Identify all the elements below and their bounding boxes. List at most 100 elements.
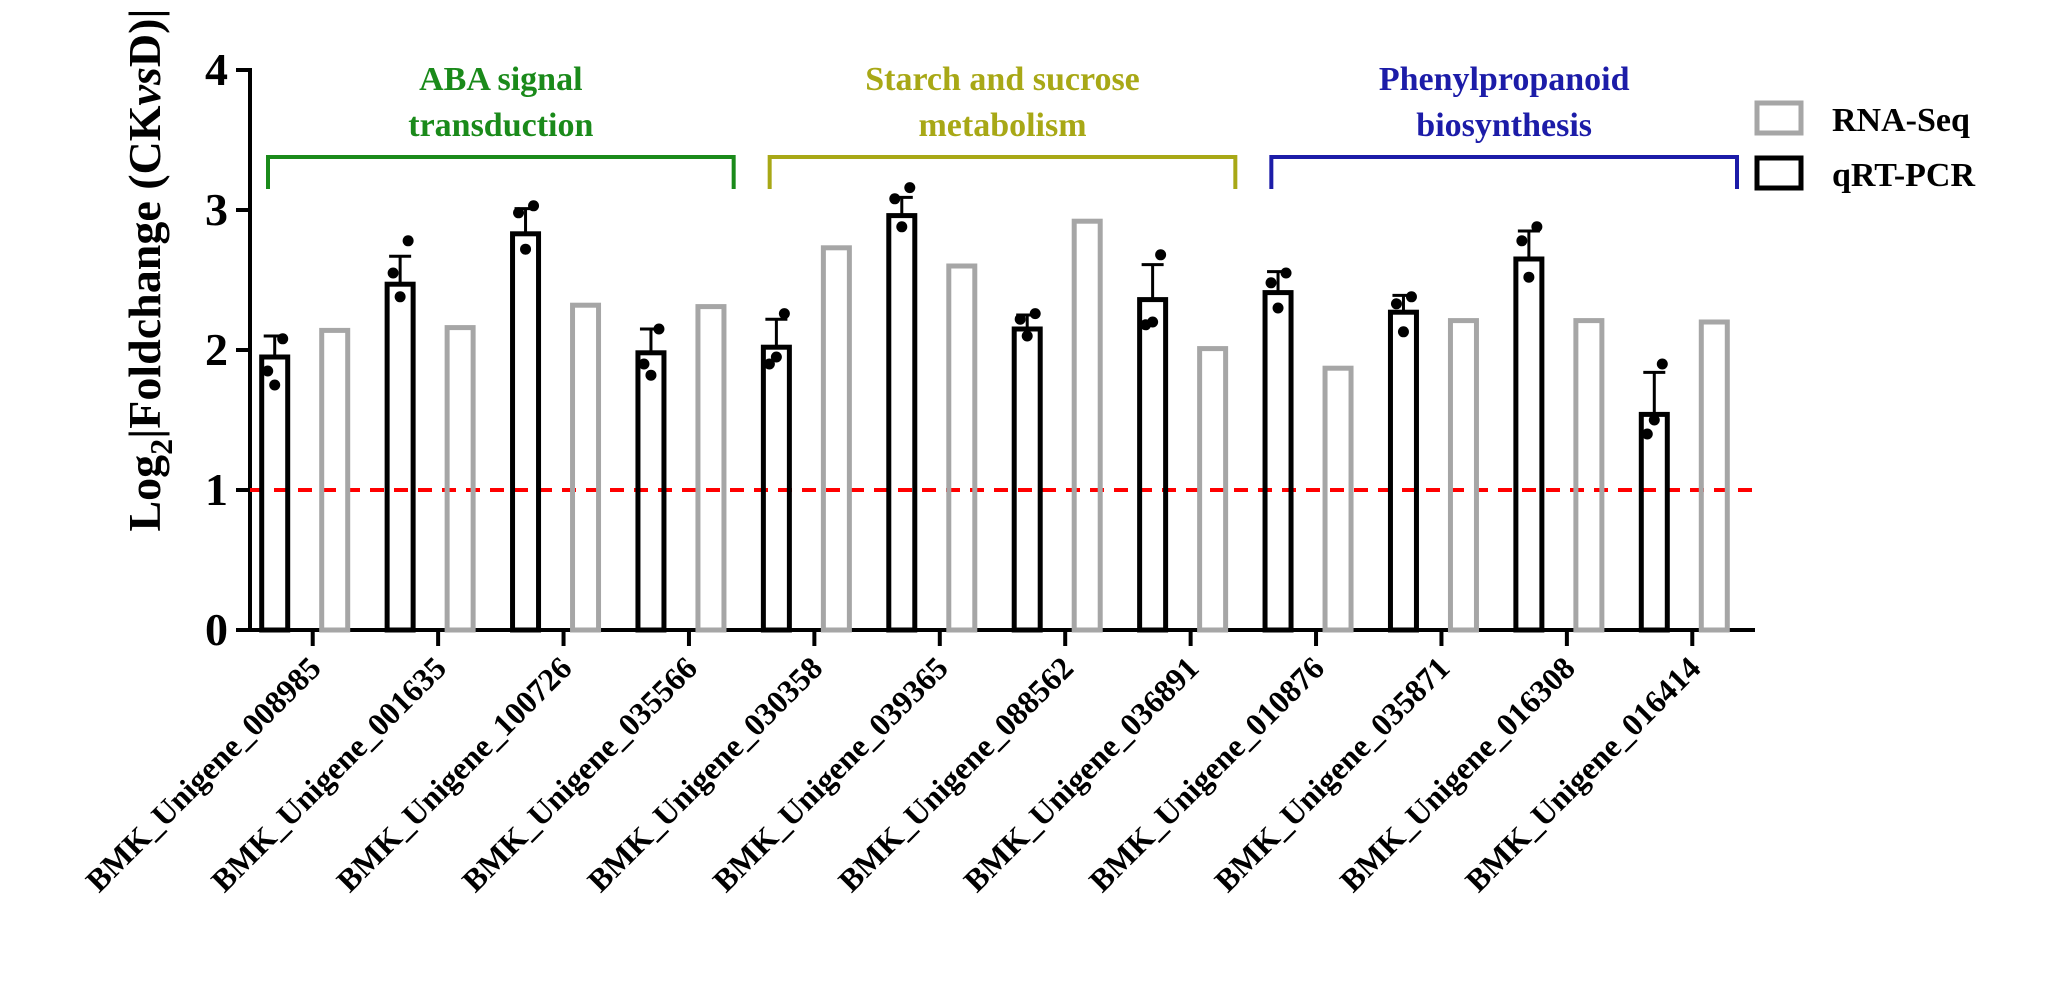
replicate-point <box>1265 277 1277 289</box>
legend-swatch <box>1754 155 1804 191</box>
qrt-pcr-bar <box>1513 256 1545 633</box>
replicate-point <box>1656 358 1668 370</box>
rna-seq-bar <box>820 245 852 633</box>
svg-text:Log2|Foldchange (CKvsD)|: Log2|Foldchange (CKvsD)| <box>119 8 179 531</box>
group-title: biosynthesis <box>1416 107 1592 144</box>
group-title: transduction <box>408 107 593 144</box>
qrt-pcr-bar <box>510 231 542 633</box>
x-tick-label: BMK_Unigene_010876 <box>1082 649 1331 898</box>
replicate-point <box>520 243 532 255</box>
x-tick-label: BMK_Unigene_039365 <box>706 649 955 898</box>
group-bracket <box>266 155 736 189</box>
replicate-point <box>778 308 790 320</box>
replicate-point <box>1390 298 1402 310</box>
x-tick-label: BMK_Unigene_100726 <box>329 649 578 898</box>
replicate-point <box>513 207 525 219</box>
replicate-point <box>1516 235 1528 247</box>
rna-seq-bar <box>1447 318 1479 633</box>
y-tick-label: 0 <box>205 604 228 655</box>
x-tick-label: BMK_Unigene_030358 <box>580 649 829 898</box>
group-title: Starch and sucrose <box>865 61 1140 98</box>
replicate-point <box>896 221 908 233</box>
rna-seq-bar <box>1197 346 1229 633</box>
replicate-point <box>763 358 775 370</box>
qrt-pcr-bar <box>1638 411 1670 633</box>
replicate-point <box>1523 271 1535 283</box>
y-axis-title-subscript: 2 <box>143 439 179 455</box>
replicate-point <box>645 369 657 381</box>
replicate-point <box>1641 428 1653 440</box>
rna-seq-bar <box>570 302 602 633</box>
rna-seq-bar <box>1698 319 1730 633</box>
legend-label: RNA-Seq <box>1832 102 1970 139</box>
replicate-point <box>1531 221 1543 233</box>
replicate-point <box>1155 249 1167 261</box>
x-tick-label: BMK_Unigene_016308 <box>1333 649 1582 898</box>
y-tick-label: 2 <box>205 324 228 375</box>
qrt-pcr-bar <box>384 281 416 633</box>
replicate-point <box>1405 291 1417 303</box>
legend-swatch <box>1754 100 1804 136</box>
rna-seq-bar <box>1071 218 1103 633</box>
qrt-pcr-bar <box>259 354 291 633</box>
replicate-point <box>1147 316 1159 328</box>
group-title: metabolism <box>918 107 1086 144</box>
group-title: Phenylpropanoid <box>1379 61 1630 98</box>
rna-seq-bar <box>695 304 727 633</box>
x-tick-label: BMK_Unigene_035871 <box>1207 649 1456 898</box>
x-tick-label: BMK_Unigene_008985 <box>78 649 327 898</box>
replicate-point <box>1272 302 1284 314</box>
rna-seq-bar <box>1322 365 1354 633</box>
y-axis-title-vs: vs <box>119 67 170 105</box>
axes: 0 1 2 3 4 <box>205 44 1755 655</box>
legend: RNA-Seq qRT-PCR <box>1754 100 1975 194</box>
replicate-point <box>1021 330 1033 342</box>
group-bracket <box>1269 155 1739 189</box>
replicate-point <box>402 235 414 247</box>
replicate-point <box>277 333 289 345</box>
replicate-point <box>1397 326 1409 338</box>
qrt-pcr-bar <box>1387 309 1419 633</box>
x-tick-labels: BMK_Unigene_008985BMK_Unigene_001635BMK_… <box>78 649 1707 898</box>
replicate-point <box>269 379 281 391</box>
replicate-point <box>1029 308 1041 320</box>
x-tick-label: BMK_Unigene_036891 <box>956 649 1205 898</box>
qrt-pcr-bar <box>886 213 918 633</box>
group-title: ABA signal <box>419 61 582 98</box>
y-axis-title-end: D)| <box>119 8 170 67</box>
replicate-point <box>394 291 406 303</box>
qrt-pcr-bar <box>1137 297 1169 633</box>
y-axis-title-log: Log <box>119 455 170 532</box>
y-axis-title: Log2|Foldchange (CKvsD)| <box>119 8 179 531</box>
y-tick-label: 3 <box>205 184 228 235</box>
y-axis-title-main: |Foldchange (CK <box>119 105 170 439</box>
group-brackets: ABA signal transduction Starch and sucrose… <box>266 61 1739 189</box>
qrt-pcr-bar <box>1262 290 1294 633</box>
bars <box>259 182 1730 646</box>
rna-seq-bar <box>1573 318 1605 633</box>
x-tick-label: BMK_Unigene_088562 <box>831 649 1080 898</box>
y-tick-label: 1 <box>205 464 228 515</box>
y-tick-label: 4 <box>205 44 228 95</box>
replicate-point <box>889 193 901 205</box>
replicate-point <box>1648 414 1660 426</box>
replicate-point <box>387 267 399 279</box>
group-bracket <box>767 155 1238 189</box>
qrt-pcr-bar <box>1011 326 1043 633</box>
legend-label: qRT-PCR <box>1832 157 1975 194</box>
replicate-point <box>770 351 782 363</box>
replicate-point <box>653 323 665 335</box>
replicate-point <box>1280 267 1292 279</box>
rna-seq-bar <box>946 263 978 633</box>
replicate-point <box>638 358 650 370</box>
replicate-point <box>262 365 274 377</box>
x-tick-label: BMK_Unigene_016414 <box>1458 649 1707 898</box>
replicate-point <box>528 200 540 212</box>
x-tick-label: BMK_Unigene_035566 <box>455 649 704 898</box>
x-tick-label: BMK_Unigene_001635 <box>204 649 453 898</box>
replicate-point <box>904 182 916 194</box>
rna-seq-bar <box>319 327 351 633</box>
rna-seq-bar <box>444 325 476 633</box>
replicate-point <box>1014 313 1026 325</box>
